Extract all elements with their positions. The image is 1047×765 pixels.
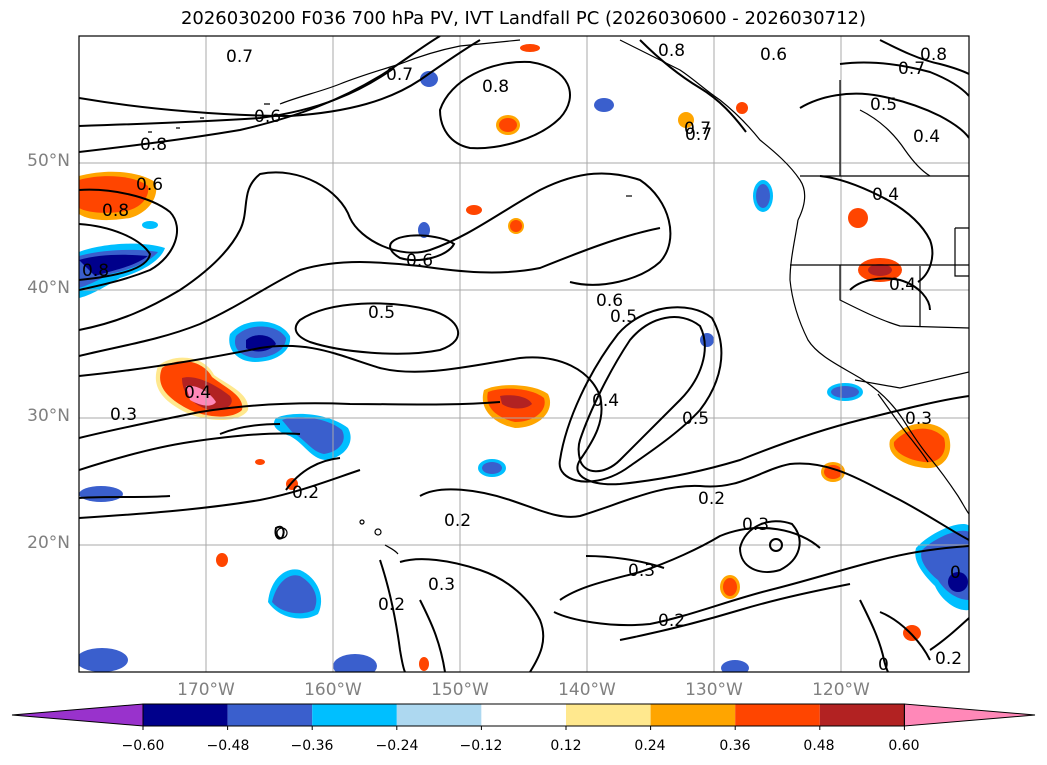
colorbar-bin [650,704,736,726]
contour-label: 0 [950,563,961,583]
contour-label: 0.8 [82,261,109,281]
lon-label: 170°W [177,680,235,700]
colorbar-tick-label: −0.12 [459,738,503,754]
colorbar-tick-label: 0.36 [719,738,751,754]
anomaly-small-21 [700,333,714,347]
anomaly-small-20 [736,102,748,114]
colorbar-bin [227,704,313,726]
contour-label: 0.4 [184,383,211,403]
contour-label: 0.7 [226,47,253,67]
contour-label: 0.3 [905,409,932,429]
contour-label: 0.8 [658,41,685,61]
colorbar-tick-label: 0.60 [888,738,920,754]
contour-label: 0.3 [110,405,137,425]
contour-label: 0.7 [898,59,925,79]
colorbar-bin [396,704,482,726]
anomaly-small-22 [216,553,228,567]
contour-label: 0 [878,655,889,675]
anomaly-small-19 [678,112,694,128]
anomaly-small-10 [333,654,377,672]
contour-label: 0.6 [136,175,163,195]
coastlines [148,39,969,555]
contour-label: 0.5 [870,95,897,115]
colorbar [11,703,1036,730]
colorbar-extend-min [11,703,144,727]
contour-label: 0.8 [140,135,167,155]
colorbar-tick-label: −0.60 [121,738,165,754]
anomaly-small-4 [594,98,614,112]
lat-label: 30°N [27,406,70,426]
colorbar-bin [819,704,905,726]
map-border [78,35,970,673]
lat-label: 50°N [27,151,70,171]
anomaly-small-11 [721,660,749,672]
contour-label: 0.7 [684,119,711,139]
colorbar-tick-label: −0.36 [290,738,334,754]
contour-label: 0.8 [482,77,509,97]
colorbar-extend-max [903,703,1036,727]
anomaly-small-8 [79,486,123,502]
contour-label: 0.8 [102,201,129,221]
contour-label: 0.2 [935,649,962,669]
map-title: 2026030200 F036 700 hPa PV, IVT Landfall… [180,8,867,29]
contour-label: 0.7 [386,65,413,85]
lon-label: 120°W [812,680,870,700]
lon-label: 160°W [304,680,362,700]
anomaly-small-5 [420,71,438,87]
contour-label: 0.6 [254,107,281,127]
colorbar-tick-label: −0.48 [206,738,250,754]
pv-contours [79,36,969,672]
contour-label: 0.5 [682,409,709,429]
colorbar-tick-label: 0.12 [550,738,582,754]
contour-label: 0.4 [889,275,916,295]
colorbar-outline [142,703,905,727]
contour-label: 0.2 [378,595,405,615]
contour-label: 0.5 [610,307,637,327]
contour-label: 0.4 [872,185,899,205]
colorbar-tick-label: 0.24 [634,738,666,754]
contour-label: 0.5 [368,303,395,323]
gridlines [79,36,969,672]
contour-label: 0.3 [742,515,769,535]
colorbar-tick-label: −0.24 [375,738,419,754]
colorbar-bin [481,704,566,726]
lon-label: 140°W [558,680,616,700]
colorbar-bin [143,704,228,726]
anomaly-small-25 [255,459,265,465]
contour-label: 0.2 [444,511,471,531]
colorbar-bin [735,704,820,726]
map-panel: 0.7 0.8 0.6 0.7 0.6 0.8 0.8 0.7 0.5 0.4 … [79,36,969,675]
anomaly-small-3 [466,205,482,215]
lat-label: 20°N [27,533,70,553]
contour-label: 0.2 [292,483,319,503]
contour-label: 0.6 [406,251,433,271]
contour-label: 0.4 [913,127,940,147]
anomaly-small-27 [142,221,158,229]
contour-label: 0.3 [428,575,455,595]
anomaly-small-26 [520,44,540,52]
contour-label: 0.6 [596,291,623,311]
contour-label: 0.2 [698,489,725,509]
anomaly-small-9 [79,648,128,672]
lon-label: 150°W [431,680,489,700]
anomaly-small-24 [419,657,429,671]
shaded-anomalies [79,44,969,672]
anomaly-small-16 [848,208,868,228]
lat-label: 40°N [27,278,70,298]
contour-label: 0.6 [760,45,787,65]
contour-label: 0.8 [920,45,947,65]
contour-label: 0.7 [685,125,712,145]
contour-label: 0.2 [658,611,685,631]
lon-label: 130°W [685,680,743,700]
anomaly-small-6 [418,222,430,238]
colorbar-bin [566,704,651,726]
contour-label: 0.4 [592,391,619,411]
colorbar-bin [312,704,397,726]
colorbar-tick-label: 0.48 [803,738,835,754]
contour-labels: 0.7 0.8 0.6 0.7 0.6 0.8 0.8 0.7 0.5 0.4 … [82,41,962,675]
contour-label: 0.3 [628,561,655,581]
